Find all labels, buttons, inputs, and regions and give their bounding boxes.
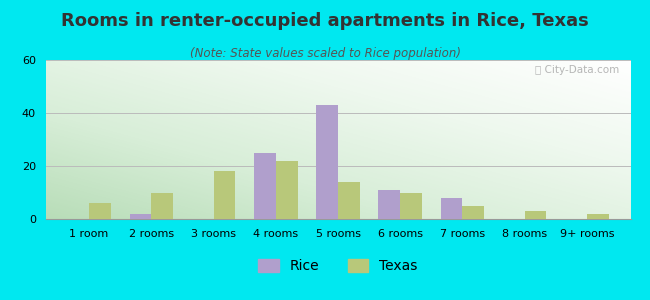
Bar bbox=[441, 198, 462, 219]
Bar bbox=[89, 203, 111, 219]
Bar bbox=[254, 153, 276, 219]
Bar bbox=[316, 105, 338, 219]
Bar bbox=[129, 214, 151, 219]
Bar bbox=[587, 214, 608, 219]
Legend: Rice, Texas: Rice, Texas bbox=[253, 254, 423, 279]
Bar bbox=[338, 182, 360, 219]
Bar bbox=[214, 171, 235, 219]
Bar bbox=[525, 211, 547, 219]
Text: (Note: State values scaled to Rice population): (Note: State values scaled to Rice popul… bbox=[190, 46, 460, 59]
Bar bbox=[276, 161, 298, 219]
Bar bbox=[151, 193, 173, 219]
Bar bbox=[378, 190, 400, 219]
Text: Rooms in renter-occupied apartments in Rice, Texas: Rooms in renter-occupied apartments in R… bbox=[61, 12, 589, 30]
Text: Ⓢ City-Data.com: Ⓢ City-Data.com bbox=[534, 65, 619, 75]
Bar bbox=[400, 193, 422, 219]
Bar bbox=[462, 206, 484, 219]
